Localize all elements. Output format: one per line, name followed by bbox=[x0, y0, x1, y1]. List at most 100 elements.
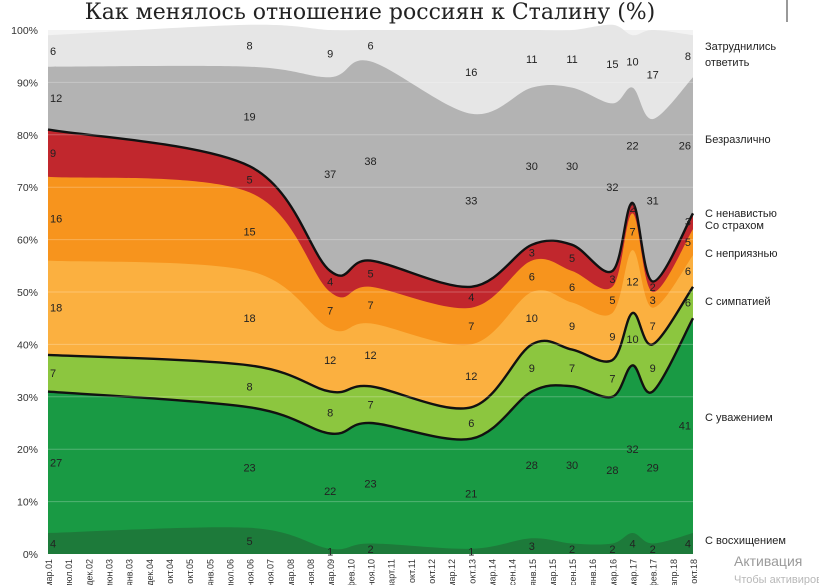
area-1 bbox=[48, 318, 693, 554]
data-label: 8 bbox=[247, 41, 253, 53]
x-tick-label: июл.06 bbox=[225, 559, 235, 585]
data-label: 7 bbox=[50, 368, 56, 380]
data-label: 9 bbox=[609, 332, 615, 344]
data-label: 7 bbox=[327, 305, 333, 317]
data-label: 1 bbox=[468, 546, 474, 558]
x-tick-label: окт.05 bbox=[185, 559, 195, 584]
data-label: 2 bbox=[650, 544, 656, 556]
data-label: 5 bbox=[609, 295, 615, 307]
data-label: 12 bbox=[364, 350, 376, 362]
data-label: 12 bbox=[626, 277, 638, 289]
data-label: 18 bbox=[50, 303, 62, 315]
data-label: 2 bbox=[629, 203, 635, 215]
data-label: 41 bbox=[679, 421, 691, 433]
data-label: 15 bbox=[606, 59, 618, 71]
border-line-6 bbox=[47, 128, 695, 289]
legend-label: ответить bbox=[705, 57, 750, 69]
data-label: 3 bbox=[650, 295, 656, 307]
y-tick-label: 90% bbox=[17, 77, 38, 89]
data-label: 7 bbox=[569, 363, 575, 375]
data-label: 16 bbox=[50, 214, 62, 226]
data-label: 8 bbox=[685, 51, 691, 63]
x-tick-label: апр.18 bbox=[669, 559, 679, 585]
data-label: 16 bbox=[465, 67, 477, 79]
data-label: 3 bbox=[685, 216, 691, 228]
data-label: 28 bbox=[606, 465, 618, 477]
data-label: 2 bbox=[650, 282, 656, 294]
x-tick-label: ноя.07 bbox=[266, 559, 276, 585]
data-label: 3 bbox=[529, 248, 535, 260]
y-tick-label: 80% bbox=[17, 130, 38, 142]
data-label: 7 bbox=[468, 321, 474, 333]
data-label: 5 bbox=[367, 269, 373, 281]
y-tick-label: 100% bbox=[11, 25, 38, 37]
x-tick-label: мар.17 bbox=[629, 559, 639, 585]
border-line-3 bbox=[47, 286, 694, 410]
data-label: 11 bbox=[526, 54, 537, 66]
data-label: 37 bbox=[324, 169, 336, 181]
x-tick-label: окт.12 bbox=[427, 559, 437, 584]
x-tick-label: ноя.10 bbox=[367, 559, 377, 585]
data-label: 2 bbox=[609, 544, 615, 556]
data-label: 6 bbox=[367, 41, 373, 53]
legend-label: С неприязнью bbox=[705, 248, 777, 260]
y-tick-label: 60% bbox=[17, 235, 38, 247]
data-label: 15 bbox=[243, 227, 255, 239]
x-tick-label: фев.10 bbox=[346, 559, 356, 585]
data-label: 4 bbox=[50, 539, 56, 551]
y-tick-label: 50% bbox=[17, 287, 38, 299]
data-label: 1 bbox=[327, 546, 333, 558]
data-label: 7 bbox=[629, 227, 635, 239]
x-tick-label: окт.13 bbox=[467, 559, 477, 584]
y-tick-label: 20% bbox=[17, 444, 38, 456]
legend-label: С уважением bbox=[705, 412, 773, 424]
data-label: 6 bbox=[50, 46, 56, 58]
x-tick-label: ноя.06 bbox=[246, 559, 256, 585]
x-tick-label: янв.05 bbox=[205, 559, 215, 585]
data-label: 5 bbox=[569, 253, 575, 265]
x-tick-label: дек.04 bbox=[145, 559, 155, 585]
legend: Затруднились ответить Безразлично С ненавис… bbox=[705, 41, 786, 547]
data-label: 30 bbox=[566, 161, 578, 173]
data-label: 22 bbox=[626, 140, 638, 152]
x-tick-label: окт.11 bbox=[407, 559, 417, 583]
watermark-line-2: Чтобы активировать bbox=[734, 574, 819, 585]
data-label: 4 bbox=[685, 539, 691, 551]
data-label: 30 bbox=[526, 161, 538, 173]
data-label: 21 bbox=[465, 489, 477, 501]
legend-label: Затруднились bbox=[705, 41, 776, 53]
data-label: 23 bbox=[243, 463, 255, 475]
data-label: 32 bbox=[606, 182, 618, 194]
x-tick-label: фев.17 bbox=[649, 559, 659, 585]
x-tick-label: ноя.08 bbox=[306, 559, 316, 585]
data-label: 33 bbox=[465, 195, 477, 207]
data-label: 12 bbox=[324, 355, 336, 367]
x-tick-label: окт.18 bbox=[689, 559, 699, 584]
data-label: 9 bbox=[650, 363, 656, 375]
data-label: 6 bbox=[685, 297, 691, 309]
data-label: 23 bbox=[364, 478, 376, 490]
data-label: 8 bbox=[327, 408, 333, 420]
y-tick-label: 70% bbox=[17, 182, 38, 194]
data-label: 6 bbox=[529, 271, 535, 283]
x-tick-label: сен.14 bbox=[508, 559, 518, 585]
data-label: 9 bbox=[529, 363, 535, 375]
data-label: 27 bbox=[50, 457, 62, 469]
x-tick-label: янв.03 bbox=[125, 559, 135, 585]
legend-label: С ненавистью bbox=[705, 208, 777, 220]
y-tick-label: 30% bbox=[17, 392, 38, 404]
data-label: 8 bbox=[247, 381, 253, 393]
data-label: 31 bbox=[647, 195, 659, 207]
data-label: 6 bbox=[685, 266, 691, 278]
data-label: 6 bbox=[569, 282, 575, 294]
data-label: 11 bbox=[566, 54, 577, 66]
x-tick-label: окт.04 bbox=[165, 559, 175, 584]
x-tick-label: янв.16 bbox=[588, 559, 598, 585]
x-tick-label: март.11 bbox=[387, 559, 397, 585]
legend-label: С симпатией bbox=[705, 296, 770, 308]
x-tick-label: июн.03 bbox=[105, 559, 115, 585]
data-label: 6 bbox=[468, 418, 474, 430]
data-label: 5 bbox=[685, 237, 691, 249]
data-label: 10 bbox=[526, 313, 538, 325]
